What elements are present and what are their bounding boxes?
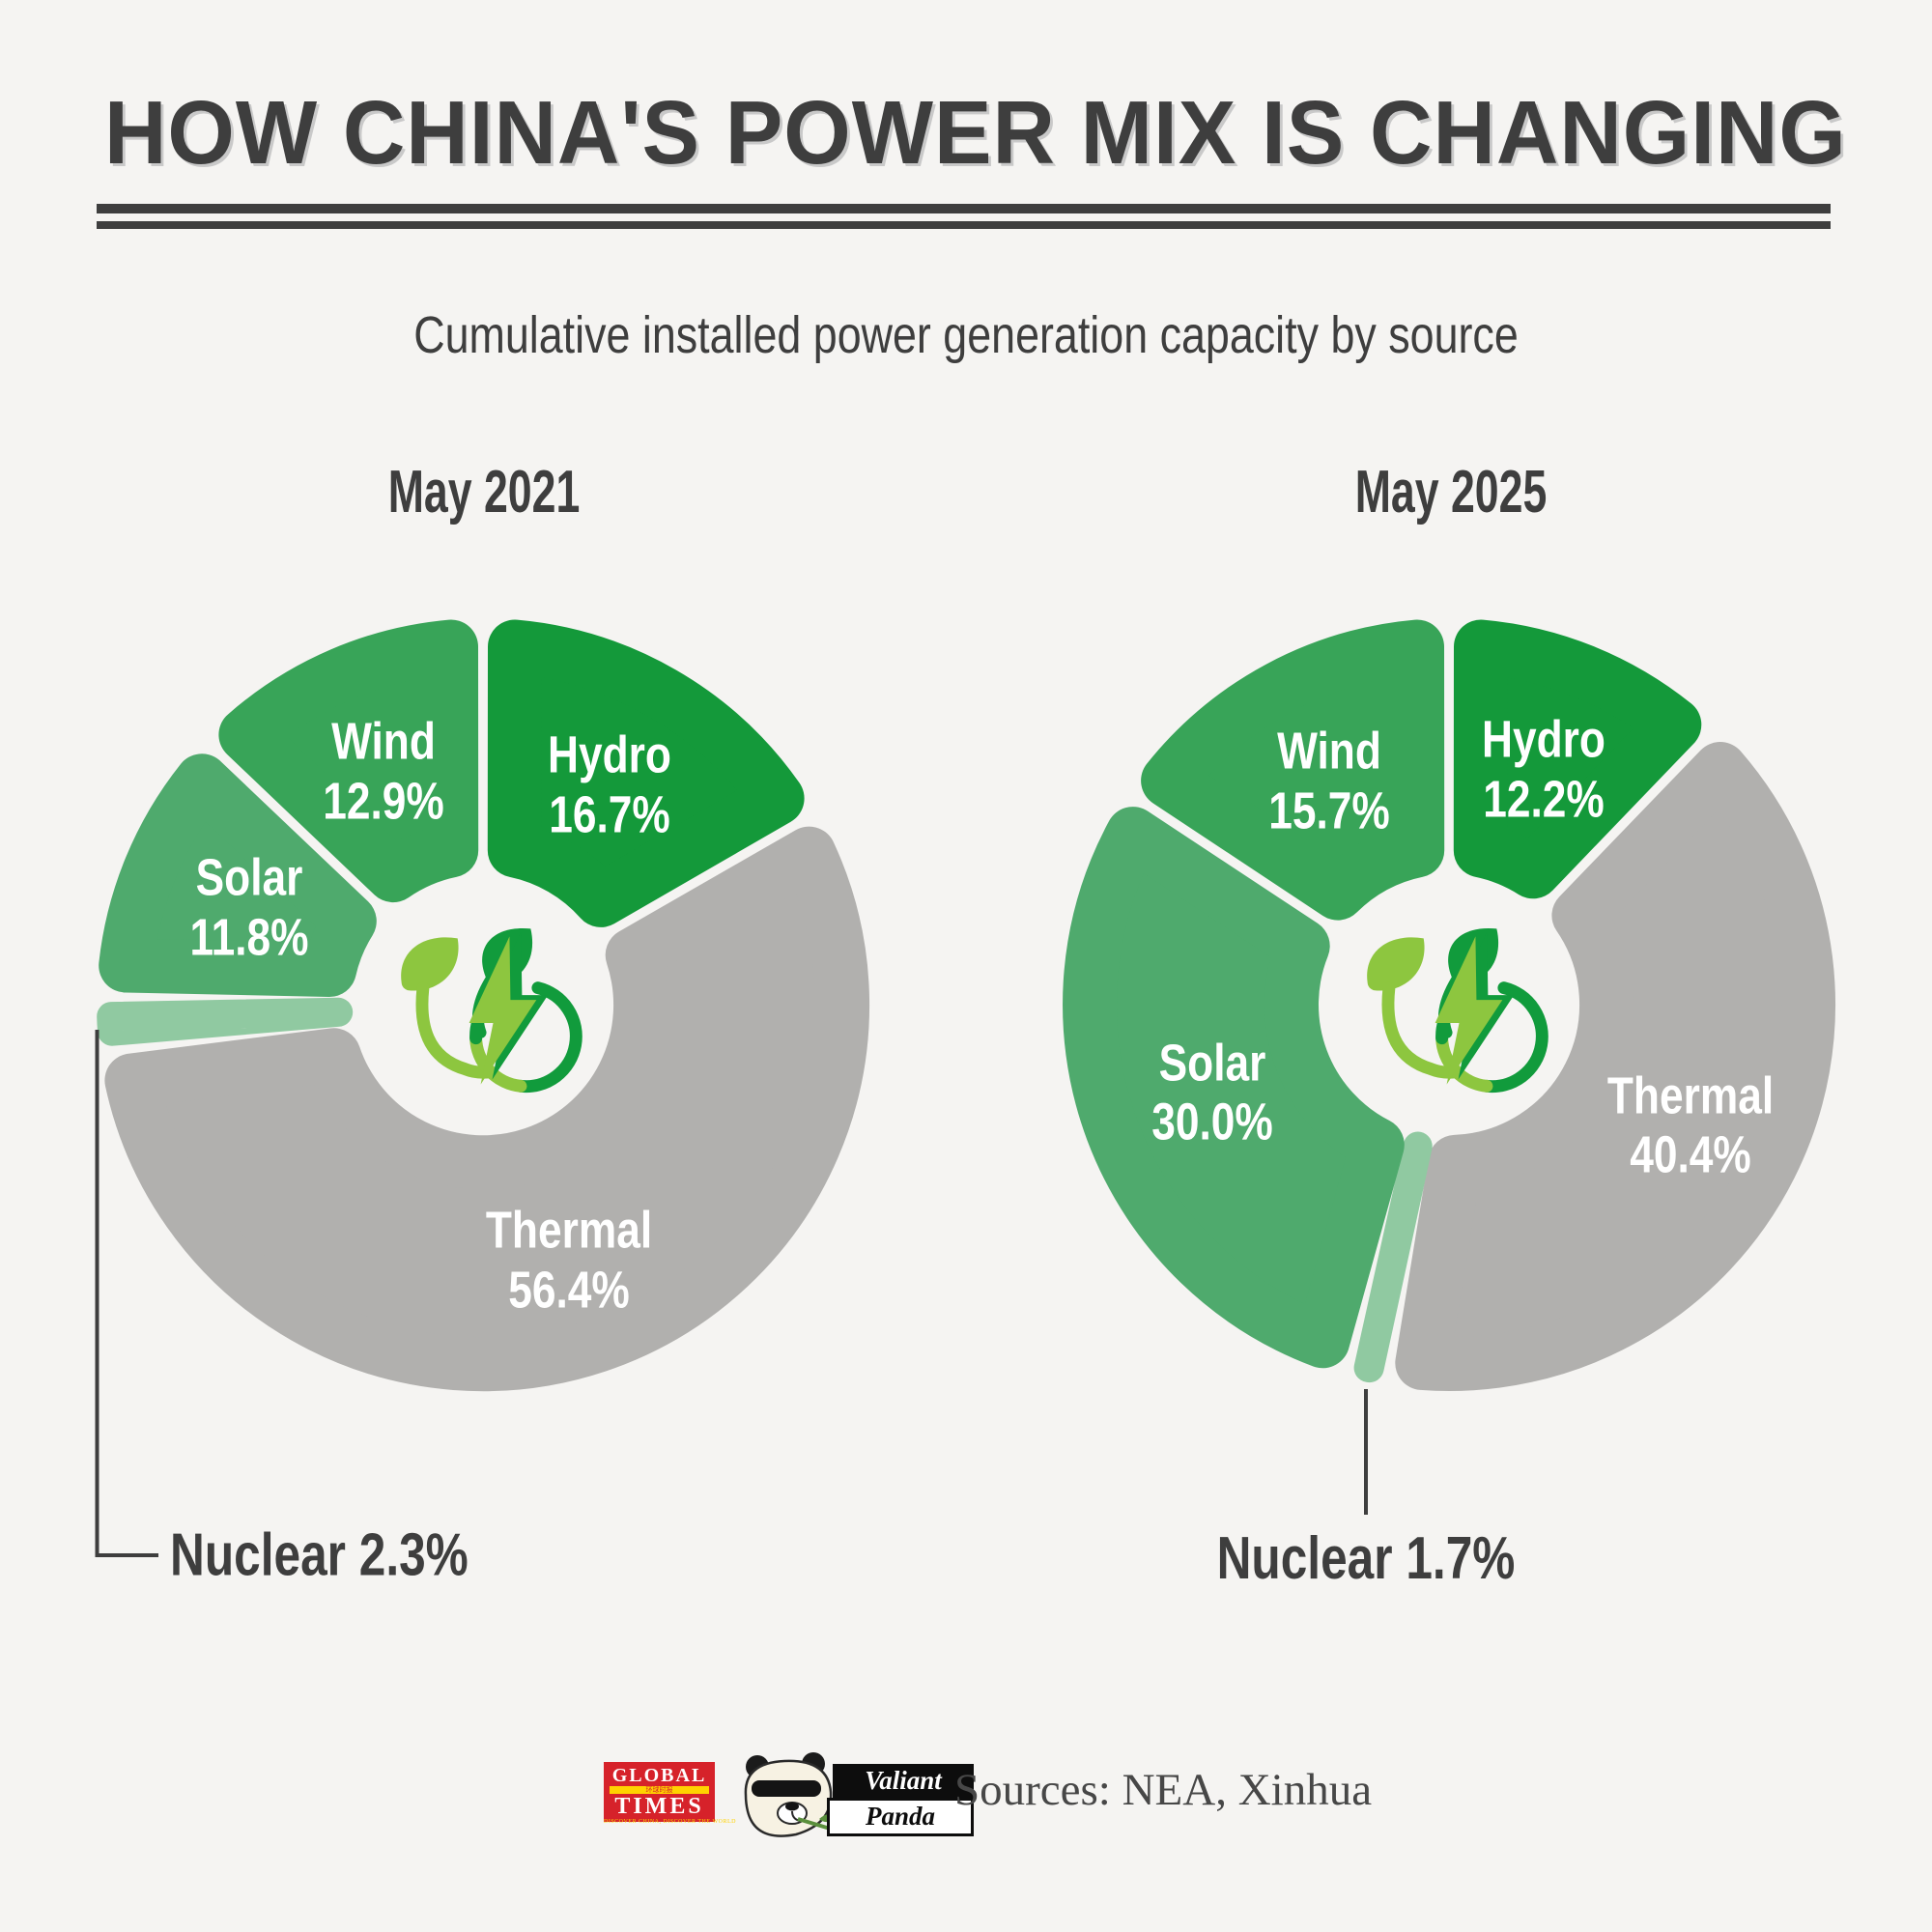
title-underline-bottom — [97, 221, 1831, 229]
chart-title-may-2021: May 2021 — [387, 459, 581, 526]
pie-segments — [1063, 619, 1835, 1392]
segment-wind — [1141, 619, 1445, 921]
segment-hydro — [487, 619, 805, 927]
segment-hydro — [1453, 619, 1702, 899]
segment-label-solar: Solar 30.0% — [1151, 1034, 1273, 1151]
donut-chart-may-2025: Nuclear 1.7% Hydro 12.2% Thermal 40.4% Solar… — [1043, 599, 1855, 1623]
green-energy-plug-icon — [401, 928, 576, 1087]
global-times-logo-times: TIMES — [614, 1794, 704, 1819]
title-underline-top — [97, 204, 1831, 213]
global-times-logo-global: GLOBAL — [611, 1765, 707, 1786]
pie-segments — [97, 619, 870, 1392]
valiant-panda-wordmark: Valiant Panda — [827, 1764, 974, 1836]
nuclear-callout-line-2021 — [95, 1030, 158, 1557]
segment-label-wind: Wind 15.7% — [1268, 722, 1390, 840]
valiant-panda-line1: Valiant — [833, 1764, 974, 1799]
segment-label-wind: Wind 12.9% — [323, 712, 444, 831]
global-times-logo: GLOBAL 环球时报 TIMES DISCOVER CHINA, DISCOV… — [604, 1762, 735, 1825]
segment-label-hydro: Hydro 12.2% — [1482, 710, 1605, 828]
nuclear-label-2021: Nuclear 2.3% — [170, 1521, 469, 1589]
global-times-logo-chinese: 环球时报 — [610, 1786, 709, 1794]
green-energy-plug-icon — [1367, 928, 1542, 1087]
segment-nuclear — [97, 997, 354, 1046]
segment-label-thermal: Thermal 40.4% — [1607, 1066, 1775, 1184]
chart-title-may-2025: May 2025 — [1354, 459, 1548, 526]
segment-label-thermal: Thermal 56.4% — [485, 1201, 653, 1320]
segment-nuclear — [1353, 1131, 1433, 1383]
segment-solar — [99, 753, 377, 997]
segment-wind — [218, 619, 479, 903]
segment-thermal — [104, 826, 870, 1392]
segment-thermal — [1395, 742, 1835, 1392]
nuclear-label-2025: Nuclear 1.7% — [1216, 1525, 1516, 1592]
valiant-panda-icon — [744, 1752, 838, 1837]
page-title: HOW CHINA'S POWER MIX IS CHANGING — [104, 82, 1847, 183]
donut-chart-may-2021: Nuclear 2.3% Hydro 16.7% Thermal 56.4% Solar… — [77, 599, 889, 1623]
title-underline — [97, 204, 1831, 229]
segment-label-hydro: Hydro 16.7% — [548, 725, 672, 844]
subtitle: Cumulative installed power generation ca… — [413, 306, 1519, 364]
global-times-logo-tagline: DISCOVER CHINA, DISCOVER THE WORLD — [604, 1819, 736, 1825]
segment-label-solar: Solar 11.8% — [189, 848, 309, 967]
segment-solar — [1063, 807, 1405, 1369]
sources-text: Sources: NEA, Xinhua — [954, 1765, 1373, 1815]
valiant-panda-line2: Panda — [827, 1798, 974, 1836]
